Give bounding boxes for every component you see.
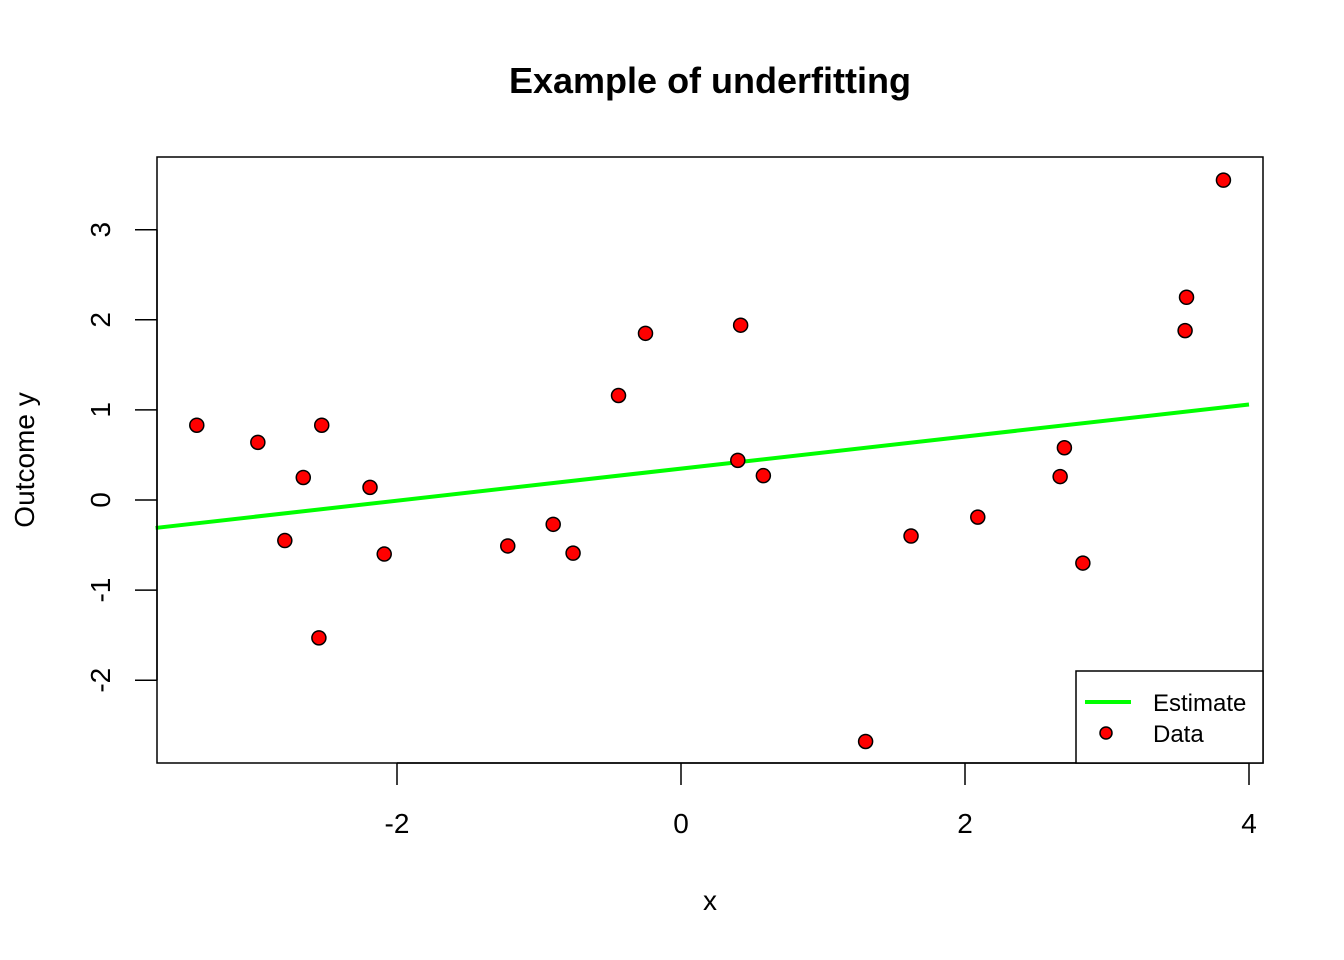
- data-point-20: [1052, 468, 1068, 485]
- data-point-5: [311, 630, 327, 646]
- data-point-24: [1178, 289, 1195, 306]
- estimate-line: [155, 402, 1250, 530]
- plot-area: [155, 172, 1250, 750]
- y-tick-label: -2: [85, 668, 116, 693]
- data-point-22: [1075, 555, 1091, 571]
- y-tick-label: 0: [85, 492, 116, 508]
- data-point-9: [500, 538, 516, 554]
- data-point-7: [362, 479, 378, 496]
- chart-title: Example of underfitting: [509, 60, 911, 101]
- x-tick-label: 0: [673, 808, 689, 839]
- data-point-3: [277, 532, 293, 549]
- data-point-17: [857, 733, 874, 750]
- x-axis-label: x: [703, 885, 717, 916]
- data-point-1: [189, 417, 205, 433]
- data-point-12: [610, 387, 627, 404]
- data-point-13: [637, 325, 654, 342]
- data-point-11: [565, 545, 581, 561]
- data-point-14: [730, 452, 746, 469]
- x-tick-label: -2: [385, 808, 410, 839]
- x-axis: -2 0 2 4: [385, 762, 1257, 839]
- data-point-6: [313, 417, 330, 433]
- legend-point-swatch: [1099, 726, 1113, 740]
- data-point-15: [732, 317, 749, 333]
- legend-label-estimate: Estimate: [1153, 690, 1246, 717]
- y-axis: -2 -1 0 1 2 3: [85, 222, 158, 693]
- data-point-16: [755, 467, 772, 484]
- data-point-21: [1056, 439, 1073, 456]
- x-tick-label: 2: [957, 808, 973, 839]
- data-point-18: [903, 528, 919, 544]
- y-tick-label: 1: [85, 402, 116, 418]
- data-point-4: [295, 469, 312, 486]
- data-point-10: [545, 516, 561, 533]
- y-tick-label: 3: [85, 222, 116, 238]
- data-point-19: [970, 509, 986, 525]
- data-point-8: [376, 546, 392, 562]
- data-point-23: [1177, 322, 1193, 339]
- data-point-25: [1215, 172, 1232, 188]
- y-tick-label: -1: [85, 578, 116, 603]
- legend-label-data: Data: [1153, 721, 1204, 748]
- y-tick-label: 2: [85, 312, 116, 328]
- x-tick-label: 4: [1241, 808, 1257, 839]
- legend-box: [1075, 670, 1264, 764]
- legend: Estimate Data: [1075, 670, 1264, 764]
- data-point-2: [250, 434, 266, 451]
- y-axis-label: Outcome y: [9, 392, 40, 527]
